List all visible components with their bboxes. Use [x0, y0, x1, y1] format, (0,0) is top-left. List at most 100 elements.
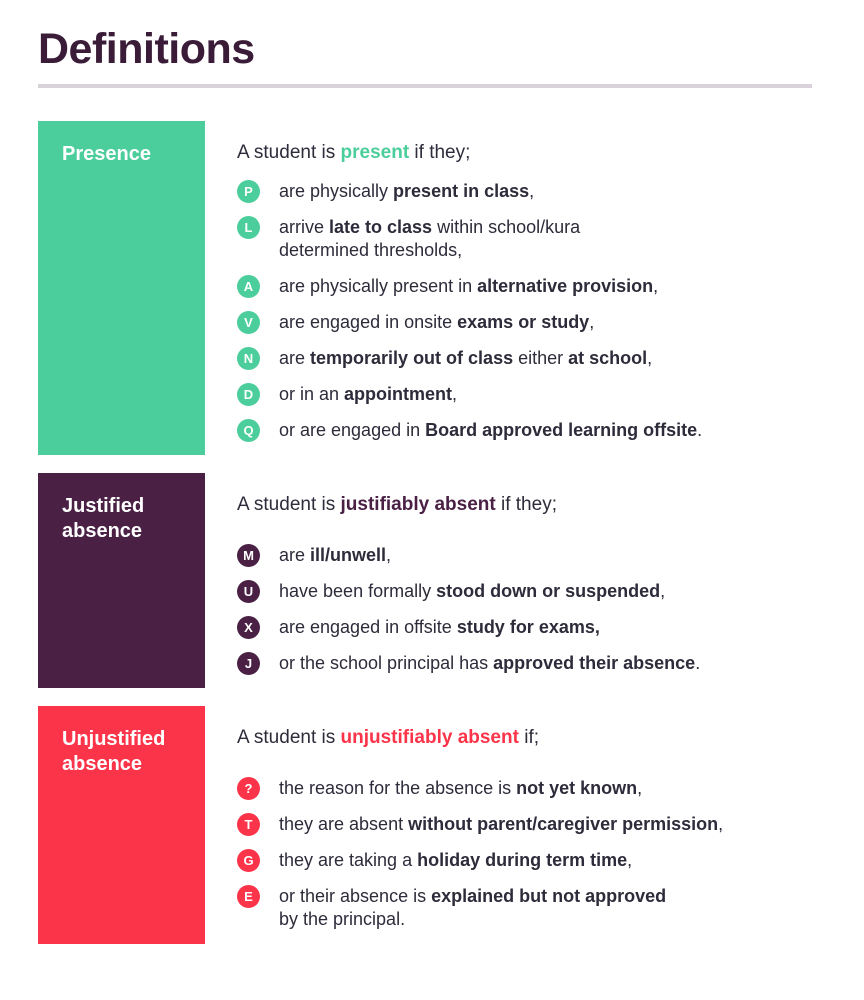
text-segment-bold: appointment	[344, 384, 453, 405]
code-badge-J-icon: J	[237, 652, 260, 676]
text-segment-bold: exams or study	[457, 312, 590, 333]
text-segment: or in an	[279, 384, 345, 405]
code-item-text: are engaged in onsite exams or study,	[279, 311, 594, 334]
text-segment-bold: holiday during term time	[417, 850, 628, 871]
code-badge-U-icon: U	[237, 580, 260, 604]
code-badge-T-icon: T	[237, 813, 260, 837]
code-badge-L-icon: L	[237, 216, 260, 240]
code-item-text: or the school principal has approved the…	[279, 652, 700, 675]
text-segment: ,	[627, 850, 633, 871]
text-segment: or the school principal has	[279, 653, 494, 674]
text-segment: are physically present in	[279, 276, 478, 297]
text-segment: or are engaged in	[279, 420, 426, 441]
text-segment: .	[697, 420, 703, 441]
text-segment: by the principal.	[279, 909, 406, 930]
section-content: A student is unjustifiably absent if;? th…	[205, 706, 826, 944]
text-segment-bold: late to class	[329, 217, 433, 238]
section-label-box-justified: Justified absence	[38, 473, 205, 689]
code-list: ? the reason for the absence is not yet k…	[237, 777, 826, 931]
text-segment: they are absent	[279, 814, 409, 835]
text-segment: within school/kura	[432, 217, 581, 238]
code-badge-X-icon: X	[237, 616, 260, 640]
code-badge-N-icon: N	[237, 347, 260, 371]
text-segment: arrive	[279, 217, 330, 238]
page-title: Definitions	[38, 25, 255, 73]
code-item-text: or in an appointment,	[279, 383, 457, 406]
text-segment: A student is	[237, 142, 341, 164]
code-item-text: are physically present in class,	[279, 180, 534, 203]
code-item-text: they are taking a holiday during term ti…	[279, 849, 632, 872]
text-segment: A student is	[237, 727, 341, 749]
text-segment-bold: Board approved learning offsite	[425, 420, 698, 441]
text-segment: ,	[647, 348, 653, 369]
text-segment-bold: justifiably absent	[340, 494, 496, 516]
code-badge-V-icon: V	[237, 311, 260, 335]
text-segment: ,	[653, 276, 659, 297]
text-segment-bold: not yet known	[516, 778, 638, 799]
text-segment: ,	[452, 384, 458, 405]
text-segment: A student is	[237, 494, 341, 516]
section-label-box-unjustified: Unjustified absence	[38, 706, 205, 945]
code-badge-Q-icon: Q	[237, 419, 260, 443]
code-badge-M-icon: M	[237, 544, 260, 568]
text-segment-bold: temporarily out of class	[310, 348, 514, 369]
text-segment: are engaged in offsite	[279, 617, 457, 638]
text-segment-bold: approved their absence	[493, 653, 696, 674]
section-label: Unjustified absence	[62, 728, 166, 776]
section-intro: A student is unjustifiably absent if;	[237, 726, 826, 750]
title-divider	[38, 84, 812, 89]
code-item-text: or their absence is explained but not ap…	[279, 885, 666, 931]
text-segment: .	[695, 653, 701, 674]
section-label: Presence	[62, 143, 151, 166]
text-segment: if;	[518, 727, 539, 749]
text-segment: the reason for the absence is	[279, 778, 517, 799]
text-segment-bold: study for exams,	[456, 617, 600, 638]
text-segment: if they;	[409, 142, 471, 164]
text-segment: have been formally	[279, 581, 437, 602]
text-segment: ,	[637, 778, 643, 799]
code-badge-E-icon: E	[237, 885, 260, 909]
text-segment-bold: ill/unwell	[310, 545, 387, 566]
code-item-text: have been formally stood down or suspend…	[279, 580, 665, 603]
text-segment: ,	[660, 581, 666, 602]
code-badge-question-icon: ?	[237, 777, 260, 801]
text-segment-bold: alternative provision	[477, 276, 654, 297]
text-segment: are physically	[279, 181, 394, 202]
code-item-text: are engaged in offsite study for exams,	[279, 616, 600, 639]
code-item-text: are physically present in alternative pr…	[279, 275, 658, 298]
section-intro: A student is present if they;	[237, 141, 826, 165]
text-segment: are	[279, 545, 311, 566]
code-item-text: or are engaged in Board approved learnin…	[279, 419, 702, 442]
text-segment-bold: at school	[568, 348, 648, 369]
text-segment: are	[279, 348, 311, 369]
text-segment: determined thresholds,	[279, 240, 463, 261]
text-segment-bold: present	[340, 142, 410, 164]
code-item-question: ? the reason for the absence is not yet k…	[237, 777, 826, 801]
code-item-text: the reason for the absence is not yet kn…	[279, 777, 642, 800]
text-segment-bold: unjustifiably absent	[340, 727, 519, 749]
text-segment: ,	[589, 312, 595, 333]
code-item-text: are temporarily out of class either at s…	[279, 347, 652, 370]
text-segment: are engaged in onsite	[279, 312, 458, 333]
text-segment-bold: present in class	[393, 181, 530, 202]
text-segment: ,	[529, 181, 535, 202]
text-segment: ,	[386, 545, 392, 566]
section-unjustified: Unjustified absence A student is unjustif…	[38, 706, 826, 945]
text-segment: if they;	[495, 494, 557, 516]
code-item-text: are ill/unwell,	[279, 544, 391, 567]
